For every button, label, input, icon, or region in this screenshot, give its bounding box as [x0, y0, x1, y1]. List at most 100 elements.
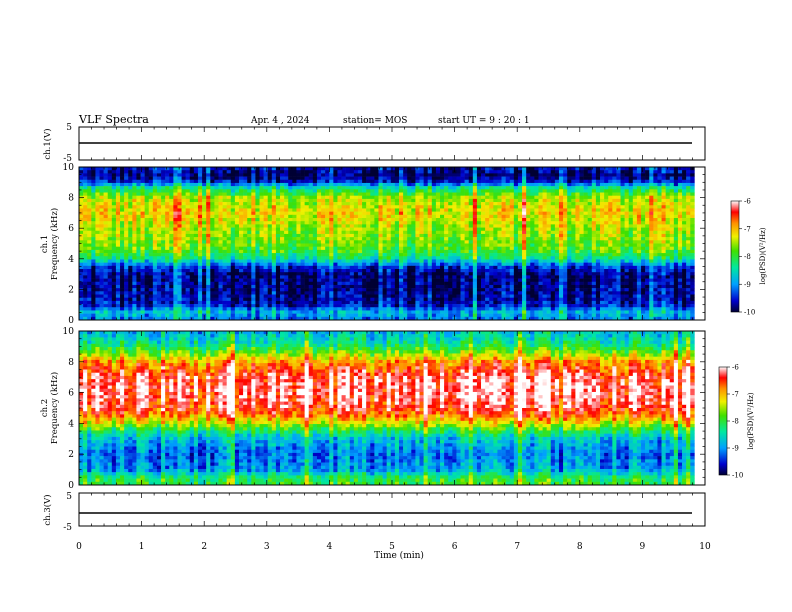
spectrogram-cell: [587, 214, 593, 219]
spectrogram-cell: [312, 205, 318, 209]
spectrogram-cell: [481, 233, 486, 238]
spectrogram-cell: [267, 249, 273, 254]
spectrogram-cell: [604, 224, 609, 228]
spectrogram-cell: [653, 240, 658, 244]
spectrogram-cell: [563, 230, 568, 235]
spectrogram-cell: [513, 259, 519, 263]
spectrogram-cell: [591, 186, 597, 190]
spectrogram-cell: [197, 249, 203, 254]
spectrogram-cell: [513, 243, 519, 247]
spectrogram-cell: [452, 189, 457, 193]
spectrogram-cell: [407, 198, 412, 203]
spectrogram-cell: [538, 192, 543, 196]
spectrogram-cell: [230, 237, 236, 241]
spectrogram-cell: [403, 237, 408, 241]
spectrogram-cell: [374, 176, 379, 181]
spectrogram-cell: [280, 265, 285, 270]
spectrogram-cell: [624, 176, 630, 181]
spectrogram-cell: [653, 170, 658, 174]
spectrogram-cell: [349, 205, 355, 209]
spectrogram-cell: [403, 214, 408, 219]
spectrogram-cell: [583, 265, 588, 270]
spectrogram-cell: [522, 192, 527, 196]
spectrogram-cell: [337, 167, 342, 171]
spectrogram-cell: [292, 224, 297, 228]
spectrogram-cell: [386, 167, 392, 171]
spectrogram-cell: [259, 179, 264, 184]
spectrogram-cell: [591, 221, 597, 225]
spectrogram-cell: [124, 195, 129, 200]
spectrogram-cell: [571, 198, 576, 203]
spectrogram-cell: [124, 205, 129, 209]
spectrogram-cell: [673, 233, 679, 238]
spectrogram-cell: [407, 202, 412, 206]
spectrogram-cell: [620, 253, 625, 257]
spectrogram-cell: [99, 237, 104, 241]
spectrogram-cell: [641, 186, 646, 190]
spectrogram-cell: [79, 198, 84, 203]
spectrogram-cell: [173, 167, 178, 171]
spectrogram-cell: [554, 224, 560, 228]
ch1-ytick-top: 5: [66, 123, 72, 133]
spectrogram-cell: [517, 211, 523, 216]
spectrogram-cell: [296, 262, 301, 267]
spectrogram-cell: [300, 233, 305, 238]
spectrogram-cell: [333, 256, 338, 260]
spectrogram-cell: [546, 230, 552, 235]
spectrogram-cell: [682, 205, 687, 209]
spectrogram-cell: [649, 265, 654, 270]
spectrogram-cell: [296, 253, 301, 257]
spectrogram-cell: [214, 221, 219, 225]
spectrogram-cell: [411, 176, 416, 181]
spectrogram-cell: [645, 173, 650, 177]
spectrogram-cell: [120, 214, 125, 219]
spectrogram-cell: [304, 170, 310, 174]
spectrogram-cell: [423, 269, 428, 273]
spectrogram-cell: [575, 214, 580, 219]
spectrogram-cell: [608, 237, 613, 241]
spectrogram-cell: [653, 218, 658, 222]
spectrogram-cell: [386, 249, 392, 254]
spectrogram-cell: [448, 253, 453, 257]
spectrogram-cell: [300, 240, 305, 244]
spectrogram-cell: [612, 240, 617, 244]
spectrogram-cell: [394, 205, 400, 209]
spectrogram-cell: [206, 240, 211, 244]
spectrogram-cell: [353, 253, 359, 257]
spectrogram-cell: [554, 195, 560, 200]
spectrogram-cell: [107, 256, 113, 260]
spectrogram-cell: [476, 192, 482, 196]
spectrogram-cell: [185, 170, 191, 174]
spectrogram-cell: [99, 189, 104, 193]
spectrogram-cell: [349, 218, 355, 222]
spectrogram-cell: [128, 227, 133, 232]
spectrogram-cell: [390, 249, 396, 254]
spectrogram-cell: [550, 243, 556, 247]
spectrogram-cell: [513, 195, 519, 200]
spectrogram-cell: [673, 192, 679, 196]
spectrogram-cell: [415, 198, 420, 203]
spectrogram-cell: [546, 211, 552, 216]
spectrogram-cell: [91, 227, 96, 232]
spectrogram-cell: [669, 262, 675, 267]
spectrogram-cell: [464, 259, 470, 263]
spectrogram-cell: [481, 227, 486, 232]
spectrogram-cell: [464, 208, 470, 212]
spectrogram-cell: [230, 195, 236, 200]
spectrogram-cell: [296, 198, 301, 203]
spectrogram-cell: [411, 205, 416, 209]
spectrogram-cell: [604, 195, 609, 200]
spectrogram-cell: [247, 249, 252, 254]
spectrogram-cell: [234, 211, 240, 216]
spectrogram-cell: [366, 249, 371, 254]
spectrogram-cell: [427, 256, 433, 260]
spectrogram-cell: [398, 256, 404, 260]
spectrogram-cell: [435, 237, 441, 241]
spectrogram-cell: [690, 186, 695, 190]
spectrogram-cell: [353, 233, 359, 238]
spectrogram-cell: [530, 237, 535, 241]
spectrogram-cell: [218, 218, 223, 222]
spectrogram-cell: [632, 221, 638, 225]
spectrogram-cell: [632, 265, 638, 270]
spectrogram-cell: [296, 208, 301, 212]
